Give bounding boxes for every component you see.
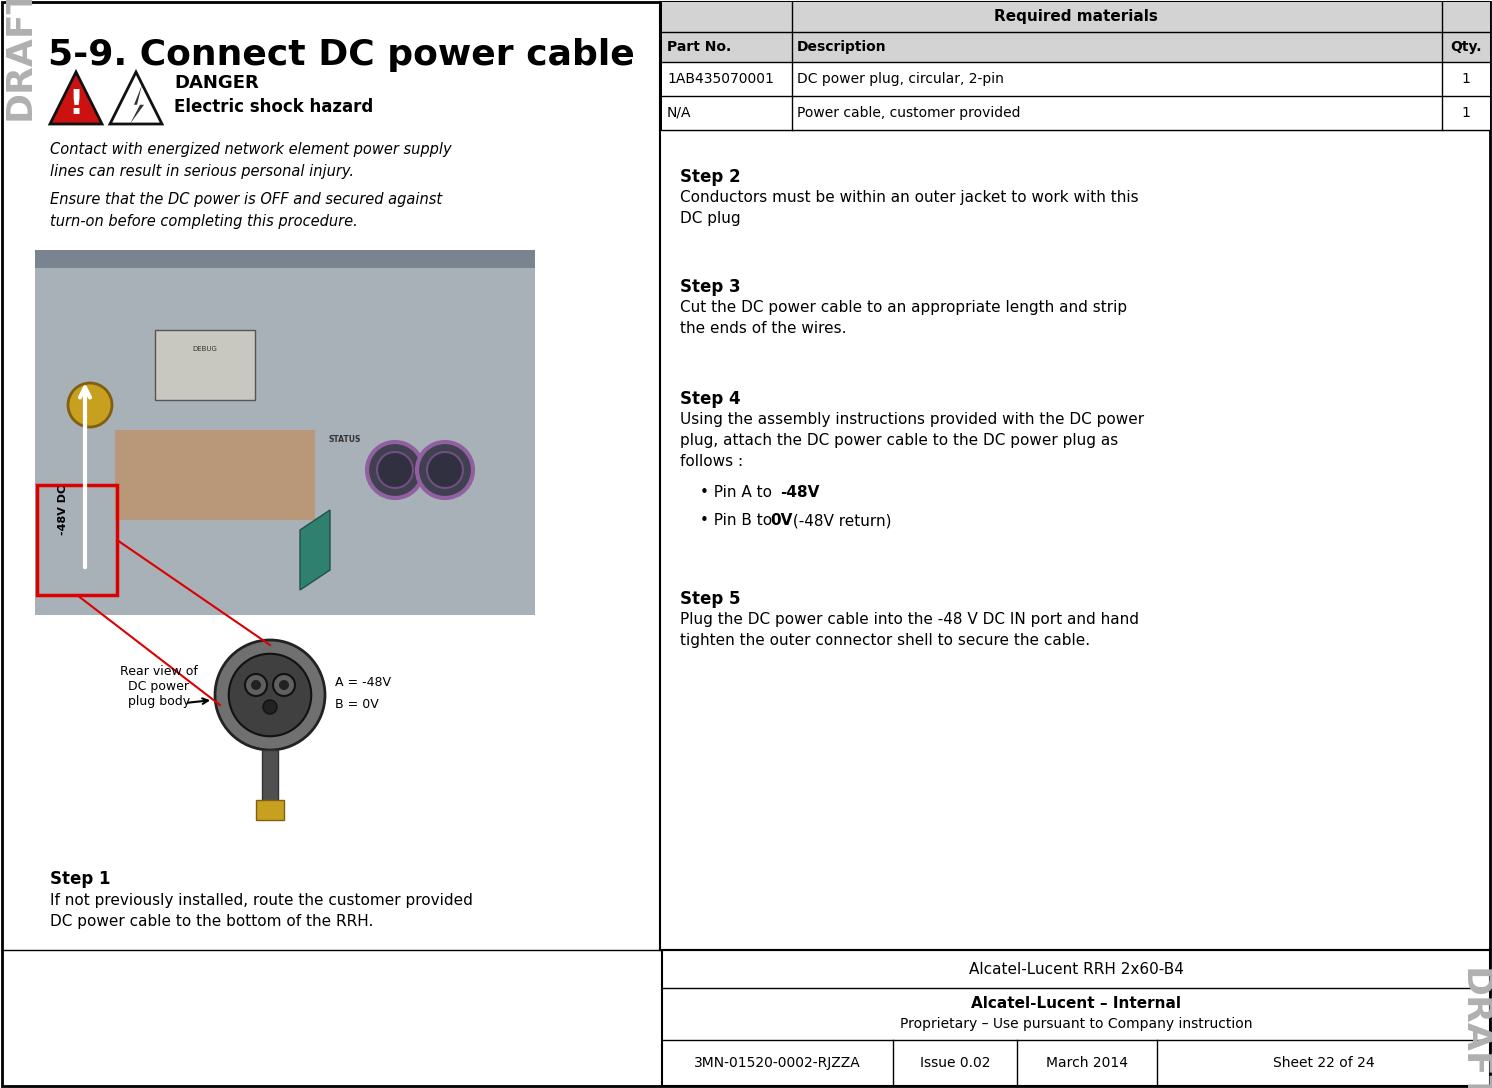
Text: turn-on before completing this procedure.: turn-on before completing this procedure… (51, 214, 358, 228)
Text: STATUS: STATUS (328, 435, 361, 444)
Bar (115, 430, 315, 520)
Text: Description: Description (797, 40, 886, 54)
Bar (34, 250, 536, 268)
Text: DRAFT: DRAFT (3, 0, 37, 120)
Text: B = 0V: B = 0V (336, 698, 379, 712)
Text: Step 5: Step 5 (680, 590, 740, 608)
Text: Contact with energized network element power supply: Contact with energized network element p… (51, 143, 452, 157)
Bar (662, 950, 1491, 1086)
Bar (263, 750, 278, 805)
Text: Qty.: Qty. (1450, 40, 1482, 54)
Text: DEBUG: DEBUG (192, 346, 218, 353)
Polygon shape (130, 85, 145, 124)
Text: Ensure that the DC power is OFF and secured against: Ensure that the DC power is OFF and secu… (51, 191, 442, 207)
Circle shape (427, 452, 463, 489)
Text: Issue 0.02: Issue 0.02 (919, 1056, 991, 1070)
Circle shape (273, 673, 295, 696)
Text: Using the assembly instructions provided with the DC power
plug, attach the DC p: Using the assembly instructions provided… (680, 412, 1144, 469)
Text: 1AB435070001: 1AB435070001 (667, 72, 774, 86)
Text: Conductors must be within an outer jacket to work with this
DC plug: Conductors must be within an outer jacke… (680, 190, 1138, 226)
Text: 0V: 0V (770, 514, 792, 528)
Circle shape (263, 700, 278, 714)
Polygon shape (110, 72, 163, 124)
Text: DC power plug, circular, 2-pin: DC power plug, circular, 2-pin (797, 72, 1004, 86)
Text: • Pin A to: • Pin A to (700, 485, 777, 500)
Polygon shape (300, 510, 330, 590)
Text: 1: 1 (1462, 106, 1471, 120)
Text: Step 4: Step 4 (680, 390, 740, 408)
Text: 3MN-01520-0002-RJZZA: 3MN-01520-0002-RJZZA (694, 1056, 861, 1070)
Circle shape (251, 680, 261, 690)
Circle shape (69, 383, 112, 426)
Text: 1: 1 (1462, 72, 1471, 86)
Bar (662, 62, 1491, 96)
Circle shape (367, 442, 424, 498)
Bar (662, 96, 1491, 129)
Text: DANGER: DANGER (175, 74, 258, 92)
Text: If not previously installed, route the customer provided
DC power cable to the b: If not previously installed, route the c… (51, 893, 473, 929)
Bar (662, 2, 1491, 129)
Text: -48V DC: -48V DC (58, 485, 69, 535)
Text: N/A: N/A (667, 106, 691, 120)
Text: Step 2: Step 2 (680, 168, 740, 186)
Text: Required materials: Required materials (994, 10, 1158, 25)
Circle shape (245, 673, 267, 696)
Circle shape (279, 680, 289, 690)
Bar (662, 32, 1491, 62)
Bar (662, 2, 1491, 32)
Text: Proprietary – Use pursuant to Company instruction: Proprietary – Use pursuant to Company in… (900, 1017, 1252, 1031)
Circle shape (416, 442, 473, 498)
Text: Plug the DC power cable into the -48 V DC IN port and hand
tighten the outer con: Plug the DC power cable into the -48 V D… (680, 611, 1138, 648)
Text: • Pin B to: • Pin B to (700, 514, 777, 528)
Text: A = -48V: A = -48V (336, 677, 391, 690)
Text: Part No.: Part No. (667, 40, 731, 54)
Bar (37, 485, 116, 595)
Text: DRAFT: DRAFT (1458, 968, 1491, 1088)
Bar (257, 800, 283, 820)
Circle shape (228, 654, 312, 737)
Text: Alcatel-Lucent RRH 2x60-B4: Alcatel-Lucent RRH 2x60-B4 (968, 962, 1183, 977)
Text: -48V: -48V (780, 485, 819, 500)
Bar (155, 330, 255, 400)
Polygon shape (51, 72, 101, 124)
Circle shape (377, 452, 413, 489)
Circle shape (215, 640, 325, 750)
Text: Electric shock hazard: Electric shock hazard (175, 98, 373, 116)
Bar (34, 250, 536, 615)
Text: (-48V return): (-48V return) (788, 514, 892, 528)
Text: 5-9. Connect DC power cable: 5-9. Connect DC power cable (48, 38, 634, 72)
Text: Rear view of
DC power
plug body: Rear view of DC power plug body (119, 665, 198, 708)
Text: Sheet 22 of 24: Sheet 22 of 24 (1273, 1056, 1374, 1070)
Text: Step 1: Step 1 (51, 870, 110, 888)
Text: Alcatel-Lucent – Internal: Alcatel-Lucent – Internal (971, 997, 1182, 1012)
Text: Step 3: Step 3 (680, 279, 740, 296)
Text: Cut the DC power cable to an appropriate length and strip
the ends of the wires.: Cut the DC power cable to an appropriate… (680, 300, 1126, 336)
Text: March 2014: March 2014 (1046, 1056, 1128, 1070)
Text: Power cable, customer provided: Power cable, customer provided (797, 106, 1021, 120)
Text: lines can result in serious personal injury.: lines can result in serious personal inj… (51, 164, 354, 180)
Text: !: ! (69, 88, 84, 121)
